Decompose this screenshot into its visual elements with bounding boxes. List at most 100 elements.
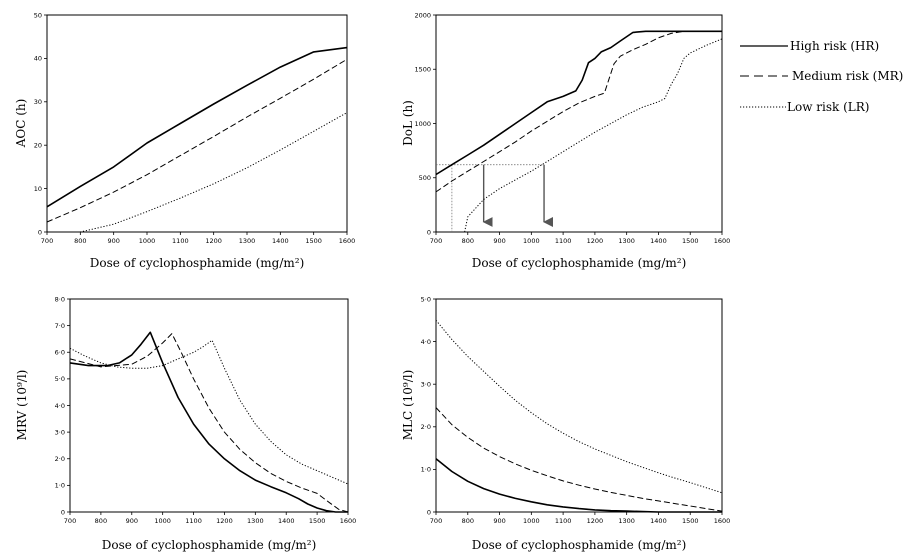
- series-lines: [435, 30, 723, 233]
- x-axis-label: Dose of cyclophosphamide (mg/m²): [472, 538, 687, 552]
- series-line-low-risk: [69, 339, 349, 485]
- series-line-low-risk: [435, 319, 723, 494]
- y-tick-label: 2·0: [421, 423, 431, 431]
- x-tick-label: 800: [462, 237, 474, 245]
- y-tick-label: 7·0: [55, 322, 65, 330]
- plot-frame: [435, 14, 723, 233]
- y-tick-label: 10: [34, 185, 42, 193]
- legend: High risk (HR) Medium risk (MR) Low risk…: [740, 39, 903, 114]
- x-tick-label: 1000: [154, 517, 171, 525]
- series-line-low-risk: [464, 38, 723, 233]
- series-line-high-risk: [69, 331, 348, 513]
- y-tick-label: 2·0: [55, 455, 65, 463]
- x-tick-label: 800: [462, 517, 474, 525]
- legend-label-medium-risk: Medium risk (MR): [792, 69, 903, 83]
- x-tick-label: 1600: [339, 237, 356, 245]
- y-tick-labels: 0 500 1000 1500 2000: [414, 11, 436, 236]
- y-tick-label: 1500: [414, 66, 431, 74]
- panel-mlc: 700 800 900 1000 1100 1200 1300 1400 1500 1600 0 1…: [401, 295, 730, 552]
- x-tick-label: 1500: [682, 517, 699, 525]
- x-tick-label: 1600: [340, 517, 357, 525]
- y-tick-label: 0: [38, 228, 42, 236]
- y-tick-label: 5·0: [421, 295, 431, 303]
- y-tick-label: 50: [34, 11, 42, 19]
- x-tick-label: 1100: [172, 237, 189, 245]
- y-tick-label: 0: [61, 508, 65, 516]
- plot-frame: [69, 298, 349, 513]
- y-tick-label: 1·0: [55, 482, 65, 490]
- x-tick-label: 1200: [587, 517, 604, 525]
- series-lines: [46, 46, 348, 233]
- y-tick-label: 5·0: [55, 375, 65, 383]
- x-tick-label: 700: [41, 237, 53, 245]
- x-tick-label: 1100: [185, 517, 202, 525]
- x-tick-label: 1000: [523, 517, 540, 525]
- x-tick-labels: 700 800 900 1000 1100 1200 1300 1400 1500 1600: [41, 232, 355, 245]
- x-tick-label: 700: [430, 517, 442, 525]
- x-tick-label: 1300: [618, 237, 635, 245]
- x-tick-label: 1400: [650, 517, 667, 525]
- panel-dol: 700 800 900 1000 1100 1200 1300 1400 1500 1600 0 5…: [401, 11, 730, 270]
- x-tick-labels: 700 800 900 1000 1100 1200 1300 1400 1500 1600: [430, 512, 730, 525]
- x-tick-label: 800: [95, 517, 107, 525]
- y-tick-label: 3·0: [421, 381, 431, 389]
- x-tick-labels: 700 800 900 1000 1100 1200 1300 1400 1500 1600: [430, 232, 730, 245]
- x-tick-label: 1600: [714, 237, 731, 245]
- y-tick-label: 2000: [414, 11, 431, 19]
- x-axis-label: Dose of cyclophosphamide (mg/m²): [472, 256, 687, 270]
- y-tick-label: 0: [427, 508, 431, 516]
- y-axis-label: MRV (10⁹/l): [15, 370, 29, 441]
- y-tick-labels: 0 1·0 2·0 3·0 4·0 5·0 6·0 7·0 8·0: [55, 295, 70, 516]
- x-axis-label: Dose of cyclophosphamide (mg/m²): [90, 256, 305, 270]
- series-line-high-risk: [435, 30, 722, 176]
- panel-aoc: 700 800 900 1000 1100 1200 1300 1400 1500 1600 0 1…: [14, 11, 355, 270]
- legend-label-low-risk: Low risk (LR): [787, 100, 869, 114]
- y-tick-label: 1000: [414, 120, 431, 128]
- plot-frame: [435, 298, 723, 513]
- dol-annotation: [436, 164, 554, 232]
- x-tick-label: 1500: [309, 517, 326, 525]
- y-tick-label: 500: [419, 174, 431, 182]
- plot-frame: [46, 14, 348, 233]
- legend-label-high-risk: High risk (HR): [790, 39, 879, 53]
- x-tick-label: 1100: [555, 517, 572, 525]
- x-tick-label: 900: [107, 237, 119, 245]
- y-tick-labels: 0 1·0 2·0 3·0 4·0 5·0: [421, 295, 436, 516]
- x-axis-label: Dose of cyclophosphamide (mg/m²): [102, 538, 317, 552]
- panel-mrv: 700 800 900 1000 1100 1200 1300 1400 1500 1600 0 1…: [15, 295, 356, 552]
- y-tick-label: 4·0: [421, 338, 431, 346]
- x-tick-label: 1400: [272, 237, 289, 245]
- x-tick-label: 1000: [139, 237, 156, 245]
- series-lines: [435, 319, 723, 513]
- series-line-medium-risk: [435, 30, 722, 193]
- x-tick-label: 1500: [305, 237, 322, 245]
- x-tick-label: 1400: [650, 237, 667, 245]
- x-tick-label: 900: [126, 517, 138, 525]
- x-tick-label: 1500: [682, 237, 699, 245]
- x-tick-label: 1300: [247, 517, 264, 525]
- y-tick-label: 4·0: [55, 402, 65, 410]
- x-tick-labels: 700 800 900 1000 1100 1200 1300 1400 1500 1600: [64, 512, 356, 525]
- y-tick-label: 30: [34, 98, 42, 106]
- y-tick-label: 40: [34, 55, 42, 63]
- series-line-medium-risk: [435, 407, 723, 512]
- y-tick-label: 3·0: [55, 428, 65, 436]
- x-tick-label: 900: [493, 237, 505, 245]
- x-tick-label: 1200: [216, 517, 233, 525]
- y-tick-label: 0: [427, 228, 431, 236]
- y-tick-labels: 0 10 20 30 40 50: [34, 11, 47, 236]
- series-line-medium-risk: [69, 333, 349, 513]
- x-tick-label: 1000: [523, 237, 540, 245]
- x-tick-label: 700: [430, 237, 442, 245]
- y-axis-label: MLC (10⁹/l): [401, 370, 415, 441]
- x-tick-label: 1300: [618, 517, 635, 525]
- x-tick-label: 800: [74, 237, 86, 245]
- x-tick-label: 1200: [205, 237, 222, 245]
- x-tick-label: 1600: [714, 517, 731, 525]
- x-tick-label: 900: [493, 517, 505, 525]
- y-tick-label: 8·0: [55, 295, 65, 303]
- y-tick-label: 20: [34, 142, 42, 150]
- y-tick-label: 6·0: [55, 349, 65, 357]
- x-tick-label: 1300: [239, 237, 256, 245]
